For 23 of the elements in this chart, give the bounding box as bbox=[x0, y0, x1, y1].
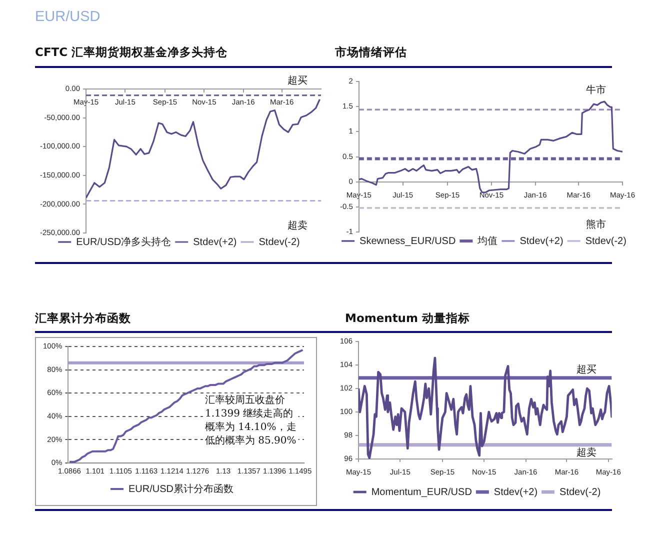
legend-label: Stdev(-2) bbox=[258, 236, 300, 248]
legend-label: Stdev(+2) bbox=[193, 236, 237, 248]
legend-label: 均值 bbox=[476, 234, 498, 247]
chart-title: 汇率累计分布函数 bbox=[35, 311, 131, 326]
text: EUR/USD bbox=[35, 8, 100, 26]
chart-title: Momentum 动量指标 bbox=[345, 311, 470, 326]
legend-label: EUR/USD累计分布函数 bbox=[128, 482, 234, 495]
legend-label: Momentum_EUR/USD bbox=[371, 486, 472, 498]
text: 超买 bbox=[288, 74, 308, 87]
legend-label: Stdev(-2) bbox=[585, 236, 626, 247]
legend-label: EUR/USD净多头持仓 bbox=[76, 236, 172, 248]
legend-label: Skewness_EUR/USD bbox=[360, 236, 456, 247]
legend-label: Stdev(+2) bbox=[520, 236, 564, 247]
annotation: 牛市 bbox=[586, 84, 606, 96]
legend-label: Stdev(-2) bbox=[560, 486, 601, 498]
chart-title: 市场情绪评估 bbox=[335, 45, 407, 60]
annotation: 超卖 bbox=[576, 446, 596, 459]
annotation: 超买 bbox=[576, 363, 596, 376]
annotation: 熊市 bbox=[586, 218, 606, 231]
legend-label: Stdev(+2) bbox=[494, 486, 538, 498]
annotation: 超卖 bbox=[288, 220, 308, 232]
chart-title: CFTC 汇率期货期权基金净多头持仓 bbox=[35, 45, 228, 60]
annotation: 汇率较周五收盘价1.1399 继续走高的概率为 14.10%，走低的概率为 85.90% bbox=[204, 394, 296, 447]
